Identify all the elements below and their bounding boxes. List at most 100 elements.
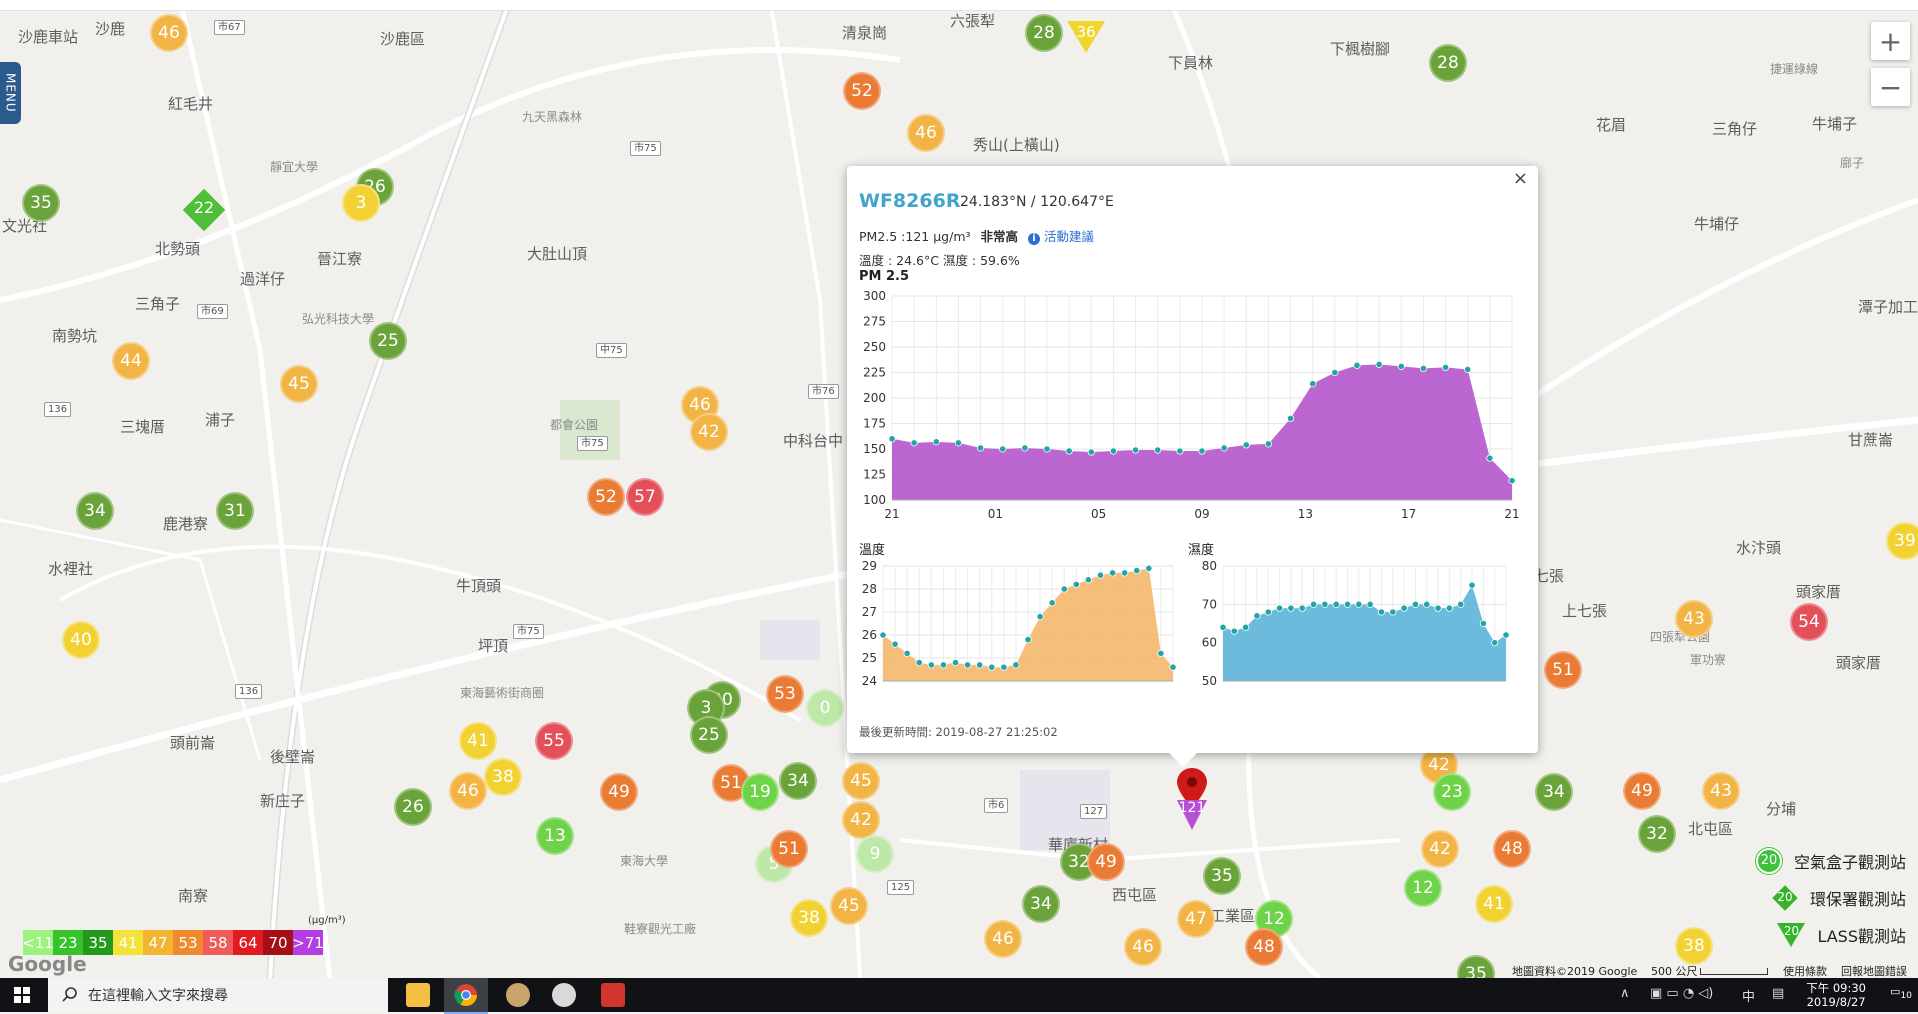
airbox-station-marker[interactable]: 3 bbox=[342, 184, 380, 222]
road-shield: 127 bbox=[1080, 804, 1108, 819]
tray-icons[interactable]: ▣ ▭ ◔ ◁) bbox=[1650, 986, 1714, 1001]
airbox-station-marker[interactable]: 39 bbox=[1886, 522, 1918, 560]
map-attribution: 地圖資料©2019 Google bbox=[1512, 965, 1638, 978]
data-point bbox=[1108, 569, 1117, 577]
airbox-station-marker[interactable]: 49 bbox=[1623, 772, 1661, 810]
legend-epa[interactable]: 20 環保署觀測站 bbox=[1772, 885, 1906, 911]
airbox-station-marker[interactable]: 42 bbox=[1421, 830, 1459, 868]
airbox-station-marker[interactable]: 13 bbox=[536, 817, 574, 855]
airbox-station-marker[interactable]: 38 bbox=[484, 758, 522, 796]
airbox-station-marker[interactable]: 49 bbox=[600, 773, 638, 811]
airbox-station-marker[interactable]: 23 bbox=[1433, 773, 1471, 811]
tray-chevron-icon[interactable]: ∧ bbox=[1620, 986, 1630, 1001]
airbox-station-marker[interactable]: 41 bbox=[1475, 885, 1513, 923]
airbox-station-marker[interactable]: 57 bbox=[626, 478, 664, 516]
airbox-station-marker[interactable]: 46 bbox=[449, 772, 487, 810]
ime-indicator[interactable]: 中 bbox=[1742, 990, 1756, 1005]
airbox-station-marker[interactable]: 51 bbox=[1544, 651, 1582, 689]
station-name[interactable]: WF8266R bbox=[859, 190, 961, 212]
airbox-station-marker[interactable]: 48 bbox=[1245, 928, 1283, 966]
airbox-station-marker[interactable]: 31 bbox=[216, 492, 254, 530]
tray-app-icon[interactable]: ▤ bbox=[1772, 986, 1785, 1001]
report-link[interactable]: 回報地圖錯誤 bbox=[1841, 965, 1907, 978]
airbox-station-marker[interactable]: 35 bbox=[22, 184, 60, 222]
windows-start-icon[interactable] bbox=[14, 987, 30, 1003]
menu-button[interactable]: MENU bbox=[0, 62, 21, 124]
airbox-station-marker[interactable]: 42 bbox=[842, 801, 880, 839]
airbox-station-marker[interactable]: 41 bbox=[459, 722, 497, 760]
airbox-station-marker[interactable]: 40 bbox=[62, 621, 100, 659]
airbox-station-marker[interactable]: 53 bbox=[766, 675, 804, 713]
map[interactable]: 沙鹿車站 沙鹿區 沙鹿 紅毛井 靜宜大學 晉江寮 北勢頭 過洋仔 三角子 南勢坑… bbox=[0, 0, 1918, 978]
taskbar-clock[interactable]: 下午 09:30 2019/8/27 bbox=[1806, 981, 1866, 1009]
place-label: 南勢坑 bbox=[52, 327, 98, 345]
legend-airbox[interactable]: 20 空氣盒子觀測站 bbox=[1755, 848, 1906, 874]
airbox-station-marker[interactable]: 34 bbox=[1535, 773, 1573, 811]
airbox-station-marker[interactable]: 28 bbox=[1025, 14, 1063, 52]
airbox-station-marker[interactable]: 46 bbox=[150, 14, 188, 52]
place-label: 大肚山頂 bbox=[527, 245, 588, 263]
notification-icon[interactable]: ▭10 bbox=[1889, 985, 1912, 1002]
airbox-station-marker[interactable]: 34 bbox=[76, 492, 114, 530]
airbox-station-marker[interactable]: 45 bbox=[280, 365, 318, 403]
airbox-station-marker[interactable]: 47 bbox=[1177, 900, 1215, 938]
airbox-station-marker[interactable]: 28 bbox=[1429, 44, 1467, 82]
airbox-station-marker[interactable]: 49 bbox=[1087, 843, 1125, 881]
airbox-station-marker[interactable]: 38 bbox=[1675, 927, 1713, 965]
map-scale: 500 公尺 bbox=[1651, 965, 1698, 978]
airbox-station-marker[interactable]: 9 bbox=[856, 835, 894, 873]
close-icon[interactable]: × bbox=[1512, 168, 1528, 189]
lass-station-marker[interactable] bbox=[1067, 21, 1105, 53]
airbox-station-marker[interactable]: 42 bbox=[690, 413, 728, 451]
airbox-station-marker[interactable]: 52 bbox=[843, 72, 881, 110]
place-label: 頭前崙 bbox=[170, 734, 216, 752]
chrome-taskbar-item[interactable] bbox=[444, 978, 488, 1014]
data-point bbox=[1131, 446, 1140, 454]
zoom-in-button[interactable]: + bbox=[1871, 22, 1910, 60]
airbox-station-marker[interactable]: 43 bbox=[1702, 772, 1740, 810]
zoom-out-button[interactable]: − bbox=[1871, 68, 1910, 106]
airbox-station-marker[interactable]: 34 bbox=[1022, 885, 1060, 923]
data-point bbox=[1072, 580, 1080, 588]
file-explorer-icon[interactable] bbox=[406, 983, 430, 1007]
airbox-station-marker[interactable]: 51 bbox=[712, 764, 750, 802]
data-point bbox=[939, 661, 948, 669]
info-icon[interactable]: i bbox=[1028, 233, 1040, 245]
airbox-station-marker[interactable]: 25 bbox=[369, 322, 407, 360]
airbox-station-marker[interactable]: 25 bbox=[690, 716, 728, 754]
airbox-station-marker[interactable]: 35 bbox=[1203, 857, 1241, 895]
airbox-station-marker[interactable]: 19 bbox=[741, 773, 779, 811]
app-icon[interactable] bbox=[552, 983, 576, 1007]
airbox-station-marker[interactable]: 0 bbox=[806, 689, 844, 727]
temp-humidity-reading: 溫度 : 24.6°C 濕度 : 59.6% bbox=[859, 253, 1020, 268]
airbox-station-marker[interactable]: 55 bbox=[535, 722, 573, 760]
x-tick-label: 21 bbox=[884, 507, 899, 521]
airbox-station-marker[interactable]: 26 bbox=[394, 788, 432, 826]
airbox-station-marker[interactable]: 45 bbox=[842, 762, 880, 800]
data-point bbox=[1397, 362, 1405, 370]
terms-link[interactable]: 使用條款 bbox=[1783, 965, 1827, 978]
airbox-station-marker[interactable]: 12 bbox=[1404, 869, 1442, 907]
advice-link[interactable]: 活動建議 bbox=[1043, 229, 1094, 244]
airbox-station-marker[interactable]: 46 bbox=[984, 920, 1022, 958]
airbox-station-marker[interactable]: 48 bbox=[1493, 830, 1531, 868]
road-shield: 市67 bbox=[214, 20, 245, 35]
airbox-station-marker[interactable]: 54 bbox=[1790, 603, 1828, 641]
airbox-station-marker[interactable]: 51 bbox=[770, 830, 808, 868]
selected-station-pin[interactable]: 121 bbox=[1177, 768, 1207, 842]
airbox-station-marker[interactable]: 32 bbox=[1638, 815, 1676, 853]
airbox-station-marker[interactable]: 52 bbox=[587, 478, 625, 516]
airbox-station-marker[interactable]: 44 bbox=[112, 342, 150, 380]
data-point bbox=[1133, 567, 1141, 575]
airbox-station-marker[interactable]: 45 bbox=[830, 887, 868, 925]
airbox-station-marker[interactable]: 38 bbox=[790, 899, 828, 937]
airbox-station-marker[interactable]: 46 bbox=[907, 114, 945, 152]
legend-lass[interactable]: 20 LASS觀測站 bbox=[1777, 923, 1906, 947]
app-icon[interactable] bbox=[506, 983, 530, 1007]
app-icon[interactable] bbox=[601, 983, 625, 1007]
y-tick-label: 150 bbox=[863, 442, 886, 456]
taskbar-search[interactable]: 在這裡輸入文字來搜尋 bbox=[48, 978, 388, 1012]
airbox-station-marker[interactable]: 43 bbox=[1675, 600, 1713, 638]
airbox-station-marker[interactable]: 46 bbox=[1124, 928, 1162, 966]
airbox-station-marker[interactable]: 34 bbox=[779, 762, 817, 800]
